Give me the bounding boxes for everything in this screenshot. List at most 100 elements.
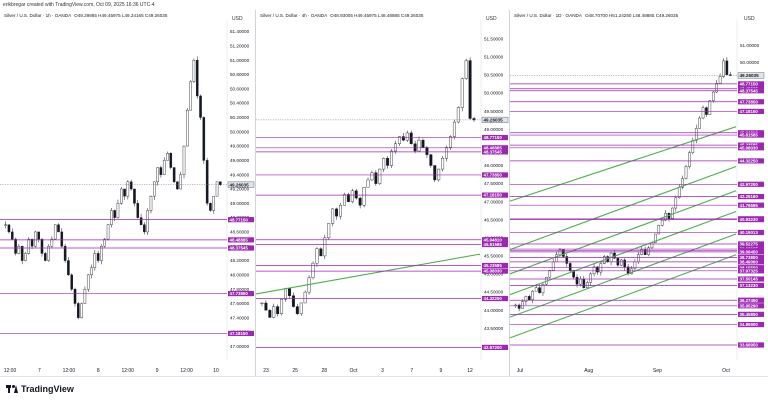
symbol-title: Silver / U.S. Dollar · 1D · OANDA: [514, 13, 582, 18]
candle-body: [449, 136, 452, 148]
y-tick-label: 47.40000: [230, 315, 250, 320]
candle-body: [189, 81, 192, 111]
candle-body: [660, 219, 664, 226]
candle-body: [96, 253, 100, 261]
candle-body: [350, 190, 354, 202]
candle-body: [620, 259, 623, 266]
candle-body: [77, 303, 80, 319]
chart-pane-1h[interactable]: Silver / U.S. Dollar · 1h · OANDA O49.29…: [0, 10, 256, 376]
price-level-label: 35.95290: [740, 303, 759, 308]
price-level-label: 33.68950: [740, 343, 759, 348]
y-tick-label: 44.50000: [484, 290, 504, 295]
price-level-label: 45.08030: [484, 269, 503, 274]
x-tick-label: Aug: [584, 368, 593, 374]
trendline[interactable]: [509, 165, 737, 251]
candle-body: [534, 287, 538, 292]
price-level-label: 47.18150: [740, 109, 759, 114]
x-tick-label: 25: [292, 368, 298, 374]
candle-body: [460, 78, 464, 108]
price-chart[interactable]: 51.50000 51.00000 50.50000 50.00000 49.50000…: [255, 10, 510, 376]
price-level-label: 48.77150: [740, 81, 759, 86]
candle-body: [589, 273, 592, 283]
candle-body: [299, 302, 303, 315]
candle-body: [339, 205, 342, 217]
candle-body: [63, 246, 67, 261]
candle-body: [169, 153, 173, 168]
candle-body: [711, 91, 715, 101]
price-chart[interactable]: 51.0000050.00000JulAugSepOct48.7715048.4…: [509, 10, 768, 376]
price-level-label: 37.13230: [740, 283, 759, 288]
symbol-title: Silver / U.S. Dollar · 4h · OANDA: [260, 13, 327, 18]
candle-body: [205, 160, 209, 204]
chart-pane-1d[interactable]: Silver / U.S. Dollar · 1D · OANDA O48.70…: [509, 10, 768, 376]
y-tick-label: 51.40000: [230, 29, 250, 34]
y-tick-label: 49.00000: [484, 127, 504, 132]
price-chart[interactable]: 51.40000 51.20000 51.00000 50.80000 50.60000…: [0, 10, 256, 376]
candle-body: [342, 194, 346, 206]
candle-body: [156, 167, 159, 183]
candle-body: [405, 132, 409, 141]
attribution-text: erikbregar created with TradingView.com,…: [3, 2, 155, 8]
y-tick-label: 48.00000: [484, 163, 504, 168]
candle-body: [650, 242, 654, 249]
trendline[interactable]: [509, 126, 737, 202]
last-price-tag: [737, 72, 765, 79]
price-level-tag: [738, 311, 764, 317]
price-level-tag: [738, 249, 764, 255]
trendline[interactable]: [509, 254, 737, 339]
candle-body: [433, 165, 437, 181]
candle-body: [73, 288, 77, 304]
x-tick-label: 12:00: [121, 368, 134, 374]
candle-body: [176, 181, 179, 190]
price-level-tag: [482, 172, 508, 178]
trendline[interactable]: [255, 253, 481, 295]
y-tick-label: 51.50000: [484, 36, 504, 41]
y-tick-label: 47.00000: [484, 199, 504, 204]
price-level-label: 37.97325: [740, 268, 759, 273]
y-tick-label: 44.00000: [484, 308, 504, 313]
trendline[interactable]: [509, 210, 737, 296]
y-tick-label: 47.50000: [484, 181, 504, 186]
candle-body: [136, 203, 140, 218]
candle-body: [276, 306, 280, 315]
currency-label: USD: [486, 16, 497, 22]
price-level-tag: [738, 254, 764, 261]
price-level-label: 48.48885: [230, 237, 249, 242]
x-tick-label: 9: [156, 368, 159, 374]
x-tick-label: 10: [213, 368, 219, 374]
price-level-label: 45.94810: [484, 237, 503, 242]
candle-body: [209, 203, 212, 211]
trendline[interactable]: [509, 233, 737, 318]
price-level-tag: [738, 193, 764, 200]
y-tick-label: 49.60000: [230, 158, 250, 163]
candle-body: [50, 238, 54, 247]
candle-body: [568, 263, 572, 271]
candle-body: [725, 60, 729, 75]
currency-label: USD: [744, 16, 755, 22]
candle-body: [575, 277, 579, 285]
price-level-tag: [738, 268, 764, 274]
x-tick-label: 3: [381, 368, 384, 374]
candle-body: [524, 296, 528, 302]
candle-body: [30, 238, 34, 247]
candle-body: [538, 287, 541, 294]
price-level-tag: [738, 181, 764, 187]
candle-body: [327, 223, 331, 239]
candle-body: [11, 231, 14, 240]
price-level-tag: [738, 241, 764, 247]
price-level-tag: [738, 158, 764, 164]
candle-body: [202, 117, 206, 161]
candle-body: [331, 208, 335, 224]
x-tick-label: 23: [263, 368, 269, 374]
price-level-label: 39.52275: [740, 242, 759, 247]
tradingview-logo-icon: [6, 385, 18, 393]
tradingview-logo[interactable]: TradingView: [6, 384, 74, 394]
candle-body: [195, 60, 199, 97]
candle-body: [153, 181, 156, 197]
price-level-label: 44.32250: [740, 159, 759, 164]
chart-pane-4h[interactable]: Silver / U.S. Dollar · 4h · OANDA O48.93…: [255, 10, 510, 376]
candle-body: [159, 167, 163, 175]
candle-body: [718, 76, 722, 84]
candle-body: [295, 306, 299, 315]
candle-body: [429, 154, 433, 166]
